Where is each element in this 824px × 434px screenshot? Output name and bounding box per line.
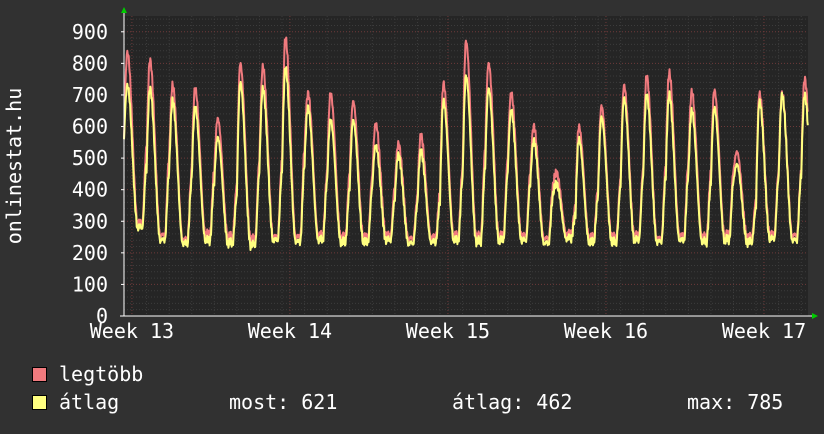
legend-item-max: legtöbb — [32, 362, 143, 386]
y-tick-label: 400 — [72, 178, 108, 202]
y-axis-arrow-icon — [121, 7, 127, 13]
y-axis-label: onlinestat.hu — [2, 88, 26, 245]
x-tick-label: Week 15 — [406, 319, 490, 343]
y-tick-label: 500 — [72, 146, 108, 170]
y-tick-label: 900 — [72, 20, 108, 44]
y-tick-label: 100 — [72, 272, 108, 296]
legend-swatch-max — [32, 367, 47, 382]
y-tick-label: 200 — [72, 241, 108, 265]
stat-max: max: 785 — [687, 390, 783, 414]
x-tick-label: Week 17 — [722, 319, 806, 343]
y-tick-label: 700 — [72, 83, 108, 107]
legend-swatch-avg — [32, 395, 47, 410]
x-tick-labels: Week 13 Week 14 Week 15 Week 16 Week 17 — [90, 319, 806, 343]
legend-label-avg: átlag — [59, 390, 119, 414]
x-axis-arrow-icon — [812, 313, 818, 319]
stat-current: most: 621 — [229, 390, 337, 414]
y-tick-label: 600 — [72, 115, 108, 139]
plot-area — [124, 16, 808, 316]
stat-average: átlag: 462 — [452, 390, 572, 414]
legend-item-avg: átlag — [32, 390, 119, 414]
x-tick-label: Week 16 — [564, 319, 648, 343]
y-tick-label: 300 — [72, 209, 108, 233]
y-tick-label: 800 — [72, 51, 108, 75]
x-tick-label: Week 14 — [248, 319, 332, 343]
x-tick-label: Week 13 — [90, 319, 174, 343]
legend-label-max: legtöbb — [59, 362, 143, 386]
